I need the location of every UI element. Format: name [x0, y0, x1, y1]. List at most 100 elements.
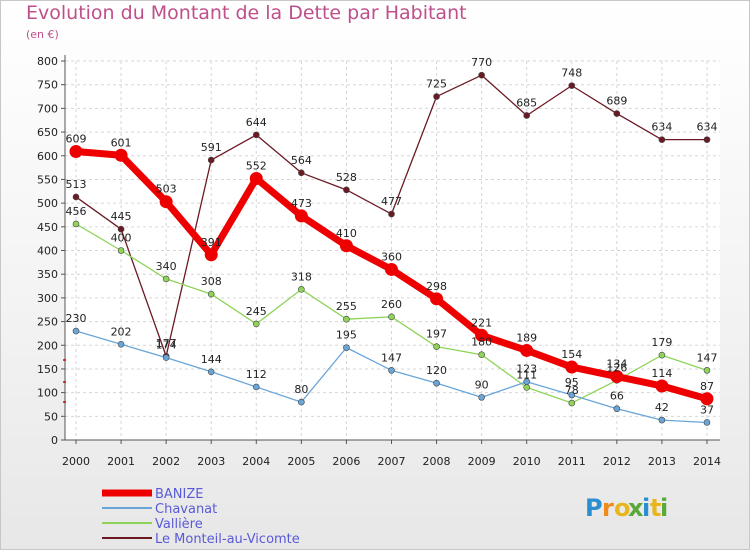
- data-point: [162, 275, 170, 283]
- data-point: [565, 360, 579, 374]
- data-label: 513: [66, 178, 87, 191]
- data-point: [388, 210, 395, 218]
- data-label: 564: [291, 154, 312, 167]
- data-point: [568, 399, 576, 407]
- data-label: 725: [426, 78, 447, 91]
- data-point: [207, 156, 215, 164]
- y-tick-label: 750: [37, 79, 58, 92]
- data-label: 90: [475, 378, 489, 391]
- y-tick-label: 500: [37, 197, 58, 210]
- x-tick-label: 2007: [377, 455, 405, 468]
- data-label: 78: [565, 384, 579, 397]
- data-label: 689: [606, 95, 627, 108]
- y-tick-label: 50: [44, 410, 58, 423]
- data-label: 477: [381, 195, 402, 208]
- data-label: 400: [111, 232, 132, 245]
- data-point: [478, 394, 485, 401]
- data-point: [613, 405, 621, 413]
- data-point: [658, 416, 666, 424]
- data-label: 410: [336, 227, 357, 240]
- x-tick-label: 2008: [423, 455, 451, 468]
- series-le-monteil-au-vicomte: [72, 71, 711, 360]
- series-chavanat: [72, 327, 711, 426]
- x-tick-label: 2000: [62, 455, 90, 468]
- data-point: [388, 367, 395, 374]
- data-point: [69, 144, 83, 158]
- y-tick-label: 250: [37, 316, 58, 329]
- data-label: 87: [700, 380, 714, 393]
- chart-subtitle: (en €): [26, 28, 59, 41]
- data-point: [475, 328, 489, 342]
- x-tick-label: 2003: [197, 455, 225, 468]
- data-label: 245: [246, 305, 267, 318]
- data-point: [523, 384, 531, 391]
- y-tick-label: 300: [37, 292, 58, 305]
- data-label: 748: [561, 67, 582, 80]
- legend-label: BANIZE: [155, 487, 204, 502]
- data-point: [568, 391, 576, 399]
- data-point: [117, 225, 125, 233]
- y-tick-label: 150: [37, 363, 58, 376]
- data-point: [204, 248, 218, 262]
- x-tick-label: 2012: [603, 455, 631, 468]
- series-banize: [69, 144, 714, 406]
- data-point: [703, 136, 711, 143]
- data-label: 123: [516, 363, 537, 376]
- data-point: [298, 169, 305, 177]
- data-point: [613, 110, 621, 117]
- data-point: [655, 379, 669, 393]
- data-label: 126: [606, 361, 627, 374]
- data-label: 634: [651, 121, 672, 134]
- y-tick-label: 800: [37, 55, 58, 68]
- data-label: 111: [516, 368, 537, 381]
- data-label: 255: [336, 300, 357, 313]
- data-point: [294, 209, 308, 223]
- data-point: [523, 378, 531, 386]
- y-tick-label: 0: [51, 434, 58, 447]
- axes: 0 50 100 150 200 250 300 350 400 450 500 550 600 650 7…: [37, 55, 721, 468]
- data-point: [658, 351, 666, 359]
- data-point: [433, 343, 440, 350]
- data-label: 120: [426, 364, 447, 377]
- data-point: [114, 148, 128, 162]
- data-label: 298: [426, 280, 447, 293]
- y-tick-label: 700: [37, 102, 58, 115]
- data-label: 552: [246, 159, 267, 172]
- data-label: 37: [700, 403, 714, 416]
- series-valli-re: [72, 220, 711, 407]
- data-label: 66: [610, 390, 624, 403]
- data-label: 318: [291, 270, 312, 283]
- data-label: 634: [696, 121, 717, 134]
- data-label: 591: [201, 141, 222, 154]
- data-point: [658, 136, 666, 143]
- y-tick-label: 550: [37, 173, 58, 186]
- x-tick-label: 2013: [648, 455, 676, 468]
- brand-letter: t: [650, 494, 661, 522]
- data-point: [339, 239, 353, 253]
- data-point: [249, 171, 263, 185]
- data-point: [298, 286, 305, 293]
- y-tick-label: 400: [37, 245, 58, 258]
- brand-letter: x: [628, 494, 644, 522]
- data-label: 134: [606, 358, 627, 371]
- data-point: [72, 220, 80, 228]
- x-tick-label: 2002: [152, 455, 180, 468]
- data-point: [117, 341, 125, 348]
- data-label: 445: [111, 210, 132, 223]
- data-label: 260: [381, 298, 402, 311]
- data-label: 189: [516, 331, 537, 344]
- data-point: [384, 262, 398, 276]
- data-point: [117, 247, 125, 254]
- y-tick-label: 650: [37, 126, 58, 139]
- y-tick-label: 350: [37, 268, 58, 281]
- chart-title: Evolution du Montant de la Dette par Hab…: [26, 2, 467, 24]
- data-point: [72, 327, 80, 335]
- data-label: 195: [336, 329, 357, 342]
- y-tick-label: 100: [37, 387, 58, 400]
- data-point: [72, 193, 80, 201]
- legend-label: Vallière: [155, 517, 203, 532]
- data-label: 503: [156, 183, 177, 196]
- data-point: [252, 131, 260, 139]
